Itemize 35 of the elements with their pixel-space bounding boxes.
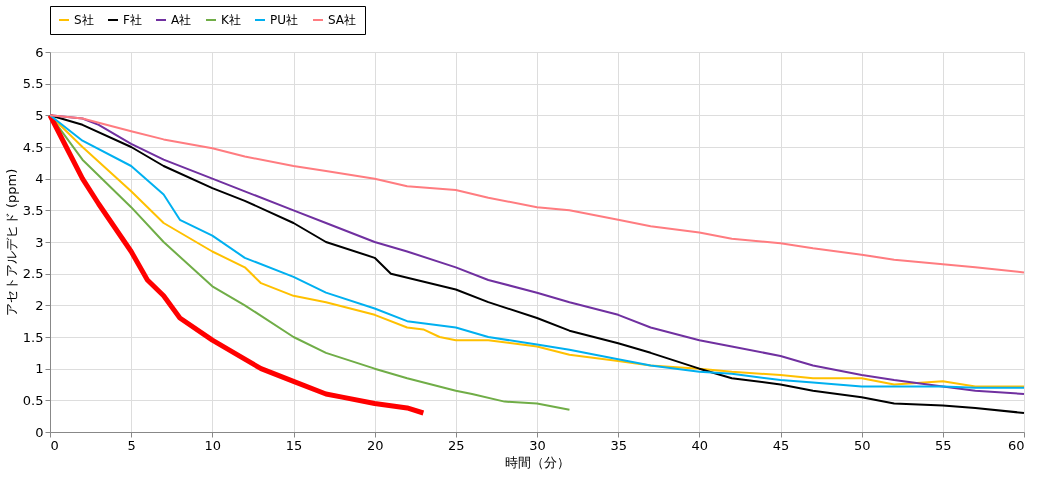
legend-label: F社	[123, 13, 142, 27]
legend-label: S社	[74, 13, 94, 27]
y-tick-label: 1	[35, 361, 44, 377]
x-tick-label: 60	[1007, 437, 1025, 453]
x-tick-label: 50	[853, 437, 871, 453]
y-tick-label: 5	[35, 107, 44, 123]
x-tick-label: 0	[50, 437, 59, 453]
x-tick-label: 10	[204, 437, 222, 453]
legend-label: A社	[171, 13, 192, 27]
y-tick-label: 6	[35, 44, 44, 60]
y-tick-label: 3	[35, 234, 44, 250]
y-tick-label: 4	[35, 171, 44, 187]
y-tick-label: 1.5	[22, 329, 44, 345]
y-axis-title: アセトアルデヒド (ppm)	[3, 168, 19, 317]
x-tick-label: 35	[610, 437, 627, 453]
legend-label: K社	[221, 13, 241, 27]
y-tick-label: 4.5	[22, 139, 44, 155]
y-tick-label: 3.5	[22, 202, 44, 218]
legend-label: SA社	[328, 13, 357, 27]
x-tick-label: 30	[529, 437, 546, 453]
y-tick-label: 2	[35, 297, 44, 313]
x-tick-label: 15	[285, 437, 303, 453]
x-tick-label: 55	[935, 437, 952, 453]
x-tick-label: 20	[366, 437, 384, 453]
line-series	[49, 114, 1025, 274]
y-tick-label: 0.5	[22, 392, 44, 408]
x-tick-label: 40	[691, 437, 709, 453]
y-tick-label: 5.5	[22, 76, 44, 92]
legend-label: PU社	[270, 13, 299, 27]
y-tick-label: 2.5	[22, 266, 44, 282]
x-tick-label: 25	[448, 437, 465, 453]
x-axis-title: 時間（分）	[505, 454, 570, 470]
x-tick-label: 45	[772, 437, 790, 453]
x-tick-label: 5	[127, 437, 136, 453]
y-tick-label: 0	[35, 424, 44, 440]
